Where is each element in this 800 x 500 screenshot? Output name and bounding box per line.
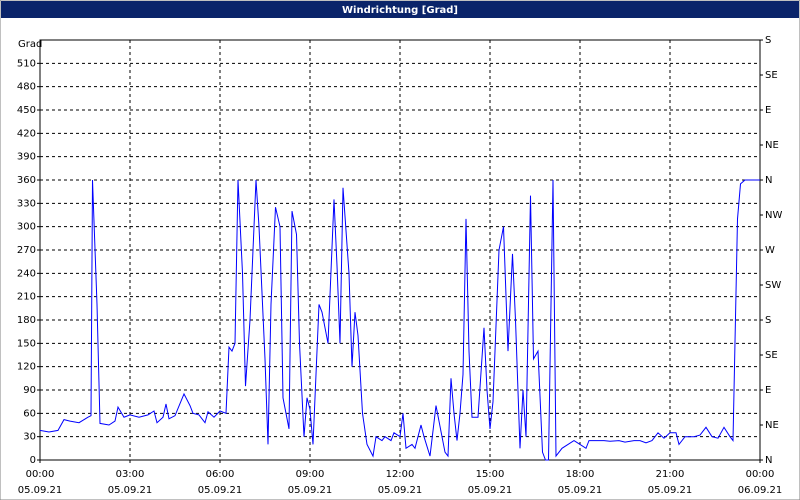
x-tick-date: 05.09.21 <box>648 485 693 496</box>
y-tick-label: 330 <box>17 198 36 209</box>
y2-tick-label: NE <box>765 420 779 431</box>
y-tick-label: 450 <box>17 105 36 116</box>
y-tick-label: 60 <box>23 408 36 419</box>
y-axis-label: Grad <box>18 39 42 50</box>
x-tick-date: 05.09.21 <box>198 485 243 496</box>
x-tick-date: 05.09.21 <box>378 485 423 496</box>
y-tick-label: 390 <box>17 152 36 163</box>
y-tick-label: 180 <box>17 315 36 326</box>
x-tick-label: 09:00 <box>296 469 325 480</box>
y2-tick-label: S <box>765 315 771 326</box>
x-tick-label: 06:00 <box>206 469 235 480</box>
y2-tick-label: N <box>765 175 772 186</box>
y2-tick-label: SE <box>765 350 778 361</box>
x-tick-date: 05.09.21 <box>18 485 63 496</box>
y-tick-label: 0 <box>30 455 36 466</box>
y2-tick-label: E <box>765 385 771 396</box>
y-tick-label: 510 <box>17 58 36 69</box>
x-tick-date: 05.09.21 <box>288 485 333 496</box>
x-tick-date: 05.09.21 <box>108 485 153 496</box>
x-tick-date: 06.09.21 <box>738 485 783 496</box>
x-tick-label: 21:00 <box>656 469 685 480</box>
x-tick-label: 12:00 <box>386 469 415 480</box>
data-line <box>39 179 760 461</box>
chart-title: Windrichtung [Grad] <box>342 5 458 16</box>
y-tick-label: 90 <box>23 385 36 396</box>
y-tick-label: 240 <box>17 268 36 279</box>
x-tick-date: 05.09.21 <box>558 485 603 496</box>
y-tick-label: 150 <box>17 338 36 349</box>
y2-tick-label: S <box>765 35 771 46</box>
x-tick-label: 15:00 <box>476 469 505 480</box>
y2-tick-label: NE <box>765 140 779 151</box>
x-tick-label: 03:00 <box>116 469 145 480</box>
y-tick-label: 480 <box>17 82 36 93</box>
y-tick-label: 210 <box>17 292 36 303</box>
x-tick-date: 05.09.21 <box>468 485 513 496</box>
y-tick-label: 300 <box>17 222 36 233</box>
title-bar <box>1 1 799 18</box>
y-tick-label: 120 <box>17 362 36 373</box>
y-tick-label: 420 <box>17 128 36 139</box>
x-tick-label: 18:00 <box>566 469 595 480</box>
y2-tick-label: E <box>765 105 771 116</box>
y-tick-label: 30 <box>23 432 36 443</box>
y2-tick-label: W <box>765 245 775 256</box>
x-tick-label: 00:00 <box>26 469 55 480</box>
y2-tick-label: SW <box>765 280 781 291</box>
plot-frame <box>39 39 761 461</box>
y-tick-label: 270 <box>17 245 36 256</box>
y2-tick-label: N <box>765 455 772 466</box>
y2-tick-label: SE <box>765 70 778 81</box>
x-tick-label: 00:00 <box>746 469 775 480</box>
y-tick-label: 360 <box>17 175 36 186</box>
y2-tick-label: NW <box>765 210 782 221</box>
